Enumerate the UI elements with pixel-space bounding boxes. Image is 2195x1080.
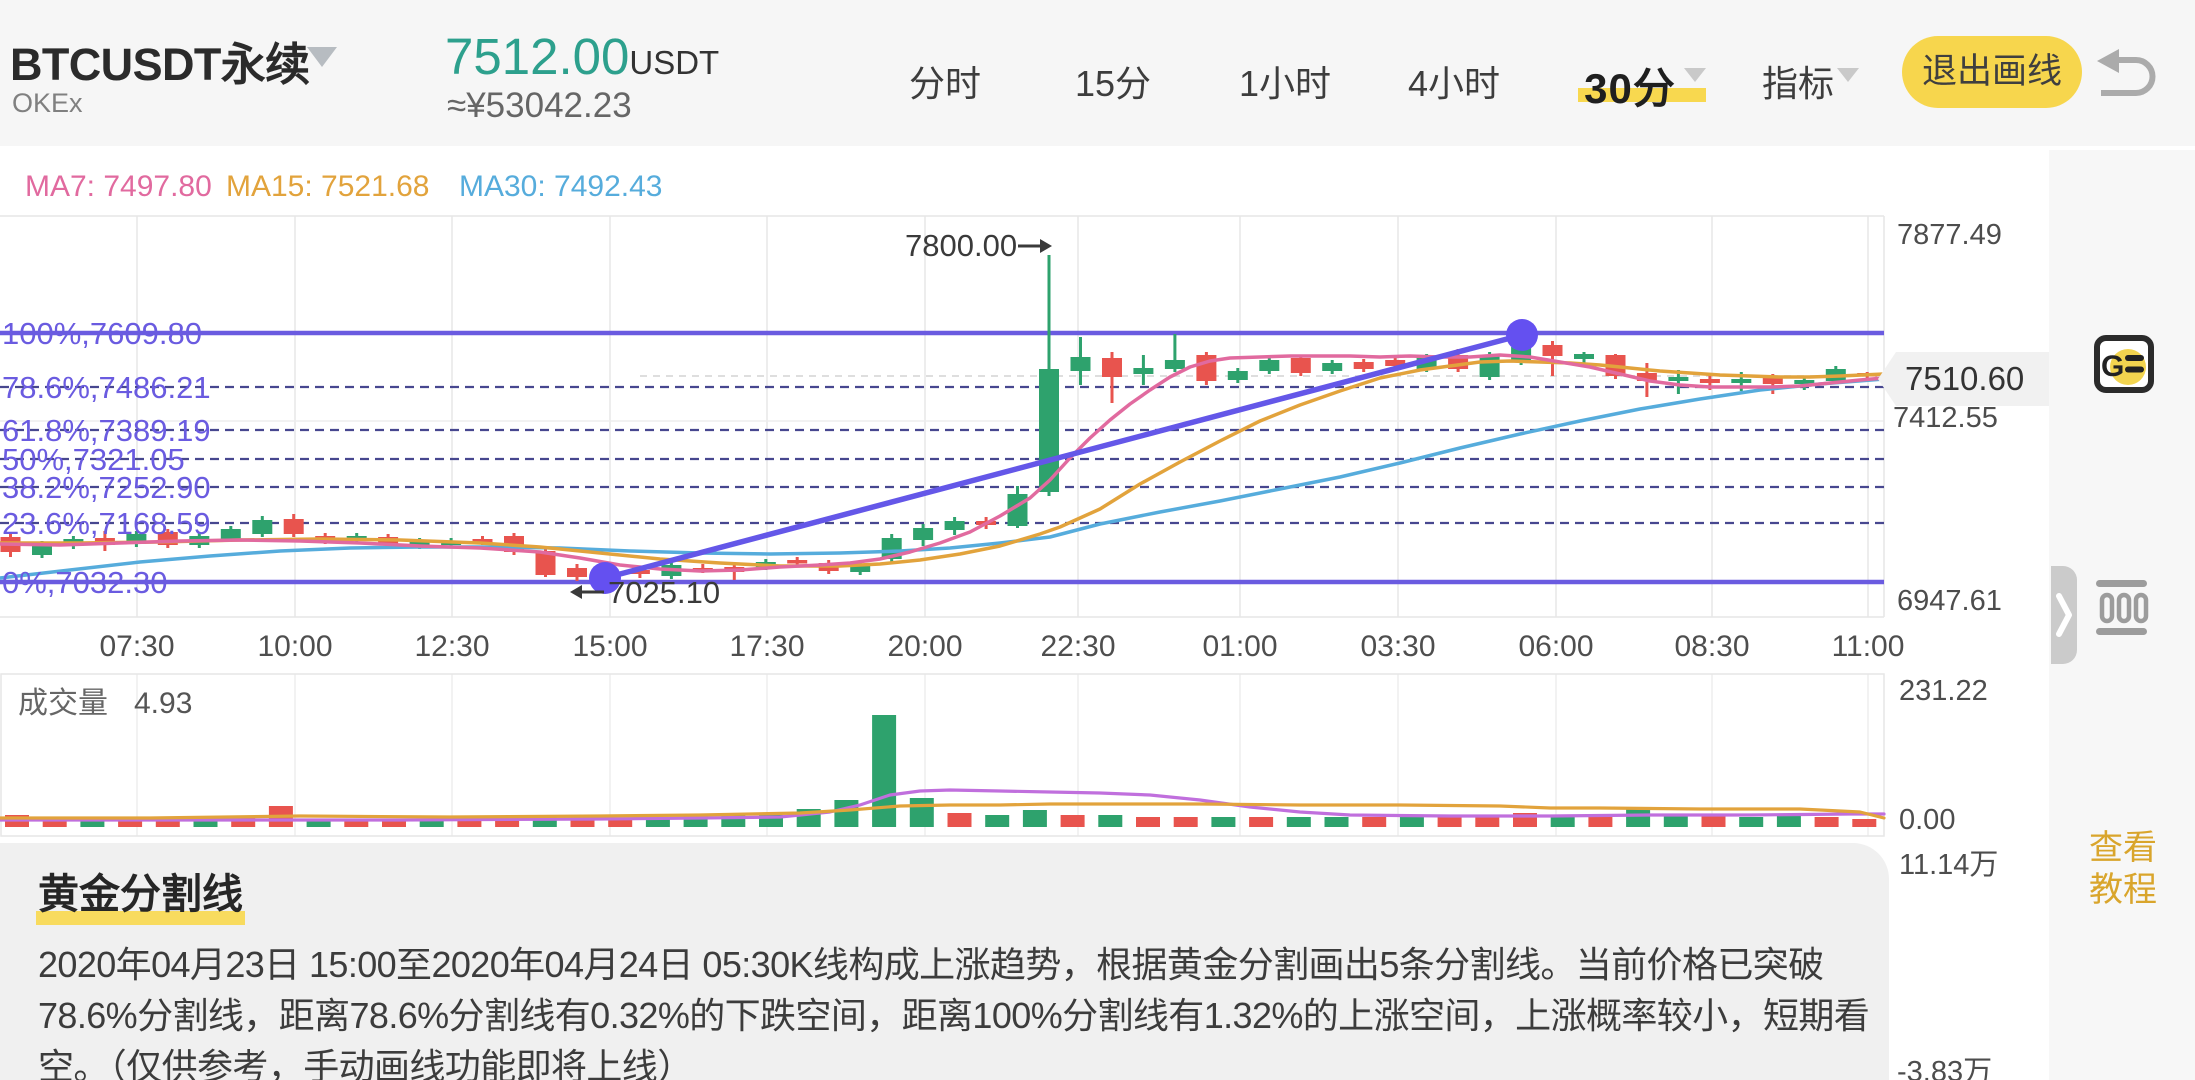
svg-text:7800.00: 7800.00 (905, 228, 1017, 263)
svg-text:0%,7032.30: 0%,7032.30 (2, 565, 167, 600)
svg-text:100%,7609.80: 100%,7609.80 (2, 316, 202, 351)
svg-text:23.6%,7168.59: 23.6%,7168.59 (2, 506, 211, 541)
svg-text:50%,7321.05: 50%,7321.05 (2, 442, 185, 477)
svg-text:7025.10: 7025.10 (608, 575, 720, 610)
svg-text:38.2%,7252.90: 38.2%,7252.90 (2, 470, 211, 505)
svg-text:G: G (2101, 350, 2124, 383)
svg-text:78.6%,7486.21: 78.6%,7486.21 (2, 370, 211, 405)
svg-text:61.8%,7389.19: 61.8%,7389.19 (2, 413, 211, 448)
